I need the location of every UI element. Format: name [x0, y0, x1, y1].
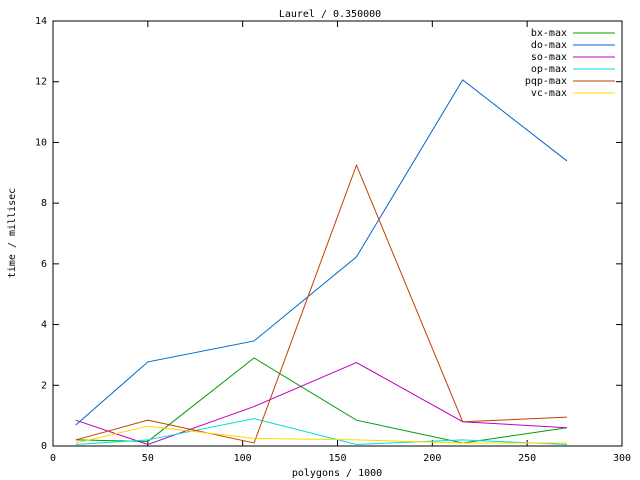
- legend-label: so-max: [531, 52, 567, 63]
- legend-label: vc-max: [531, 88, 567, 99]
- y-tick-label: 10: [35, 137, 47, 148]
- x-tick-label: 200: [423, 453, 441, 464]
- y-tick-label: 0: [41, 441, 47, 452]
- series-line: [75, 361, 568, 446]
- legend-label: op-max: [531, 64, 567, 75]
- series-line: [75, 79, 568, 426]
- series-line: [75, 425, 567, 444]
- series-line: [75, 357, 568, 444]
- legend-label: pqp-max: [525, 76, 567, 87]
- x-tick-label: 0: [50, 453, 56, 464]
- y-tick-label: 2: [41, 380, 47, 391]
- legend-label: bx-max: [531, 28, 567, 39]
- x-axis-label: polygons / 1000: [292, 468, 382, 479]
- y-tick-label: 6: [41, 259, 47, 270]
- chart-title: Laurel / 0.350000: [279, 9, 381, 20]
- x-tick-label: 50: [142, 453, 154, 464]
- legend-label: do-max: [531, 40, 567, 51]
- y-tick-label: 8: [41, 198, 47, 209]
- y-tick-label: 14: [35, 16, 47, 27]
- series-line: [75, 418, 568, 445]
- series-line: [75, 163, 568, 444]
- x-tick-label: 150: [328, 453, 346, 464]
- x-tick-label: 100: [234, 453, 252, 464]
- y-tick-label: 12: [35, 77, 47, 88]
- x-tick-label: 300: [613, 453, 631, 464]
- y-axis-label: time / millisec: [7, 188, 18, 278]
- y-tick-label: 4: [41, 320, 47, 331]
- x-tick-label: 250: [518, 453, 536, 464]
